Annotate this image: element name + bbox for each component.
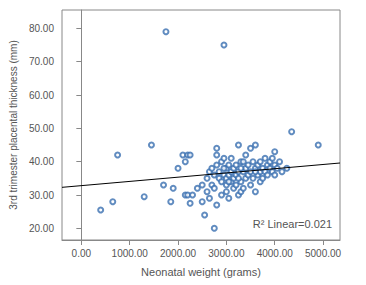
svg-text:30.00: 30.00 — [29, 190, 54, 201]
svg-text:3000.00: 3000.00 — [208, 248, 245, 259]
svg-text:4000.00: 4000.00 — [257, 248, 294, 259]
svg-text:50.00: 50.00 — [29, 123, 54, 134]
svg-text:70.00: 70.00 — [29, 56, 54, 67]
svg-text:80.00: 80.00 — [29, 23, 54, 34]
svg-text:40.00: 40.00 — [29, 156, 54, 167]
svg-text:Neonatal weight (grams): Neonatal weight (grams) — [141, 266, 261, 278]
svg-text:60.00: 60.00 — [29, 90, 54, 101]
svg-text:R² Linear=0.021: R² Linear=0.021 — [253, 218, 332, 230]
svg-text:0.00: 0.00 — [72, 248, 92, 259]
svg-text:2000.00: 2000.00 — [160, 248, 197, 259]
svg-text:1000.00: 1000.00 — [112, 248, 149, 259]
svg-text:3rd trimester placental thickn: 3rd trimester placental thickness (mm) — [8, 40, 19, 210]
svg-text:5000.00: 5000.00 — [305, 248, 342, 259]
svg-text:20.00: 20.00 — [29, 223, 54, 234]
